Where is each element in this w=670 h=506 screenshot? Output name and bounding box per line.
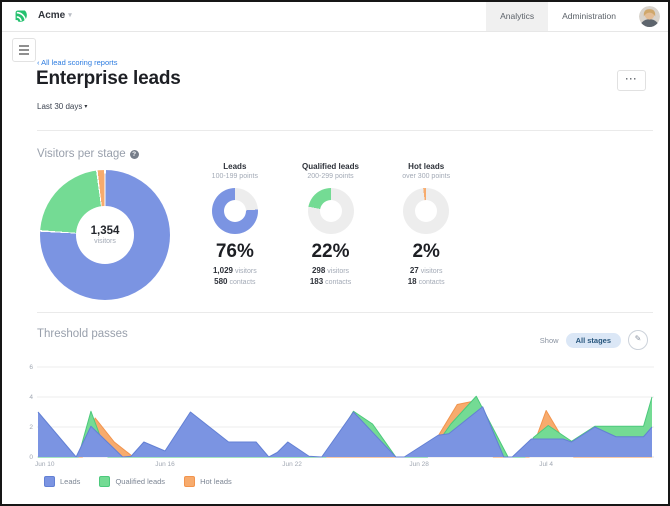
svg-text:Jun 28: Jun 28 — [409, 461, 429, 468]
stage-percent: 2% — [412, 241, 440, 262]
legend-item-hot-leads[interactable]: Hot leads — [184, 476, 232, 487]
visitors-section-title: Visitors per stage? — [37, 148, 139, 160]
stage-visitors: 27 visitors — [409, 266, 443, 275]
svg-text:4: 4 — [29, 394, 33, 401]
show-label: Show — [539, 335, 559, 345]
date-range-dropdown[interactable]: Last 30 days ▾ — [37, 102, 88, 111]
stage-points: 100-199 points — [211, 173, 258, 180]
help-icon[interactable]: ? — [129, 150, 139, 159]
user-avatar[interactable] — [639, 6, 660, 27]
total-visitors-label: visitors — [94, 238, 116, 245]
chart-filter-row: Show All stages ✎ — [540, 330, 648, 350]
tab-administration[interactable]: Administration — [562, 11, 616, 21]
qualified-leads-swatch-icon — [99, 476, 111, 487]
tab-analytics[interactable]: Analytics — [486, 2, 549, 31]
sidebar-menu-button[interactable] — [12, 38, 36, 62]
svg-text:Jul 4: Jul 4 — [539, 461, 553, 468]
stage-leads: Leads 100-199 points 76% 1,029 visitors … — [187, 162, 283, 286]
svg-text:Jun 16: Jun 16 — [155, 461, 175, 468]
hot-leads-swatch-icon — [184, 476, 196, 487]
legend-label: Hot leads — [200, 477, 232, 486]
chevron-down-icon: ▾ — [84, 104, 88, 110]
page-title: Enterprise leads — [36, 68, 181, 89]
stage-donut — [307, 188, 354, 234]
stage-contacts: 18 contacts — [407, 277, 445, 286]
stage-hot-leads: Hot leads over 300 points 2% 27 visitors… — [378, 162, 474, 286]
stage-donut — [403, 188, 450, 234]
edit-pencil-button[interactable]: ✎ — [628, 330, 648, 350]
svg-text:Jun 10: Jun 10 — [35, 461, 55, 468]
stage-visitors: 1,029 visitors — [212, 266, 257, 275]
chevron-down-icon: ▾ — [68, 12, 72, 19]
avatar-image — [639, 6, 660, 27]
threshold-area-chart: 0 2 4 6 Jun 10 Jun 16 Jun 22 Jun 28 Jul 4 — [29, 364, 654, 468]
svg-text:6: 6 — [29, 364, 33, 371]
total-visitors-value: 1,354 — [90, 225, 120, 237]
stage-points: 200-299 points — [307, 173, 354, 180]
legend-label: Leads — [60, 477, 81, 486]
divider — [37, 312, 653, 313]
brand-logo-icon — [15, 10, 27, 23]
stage-points: over 300 points — [402, 173, 451, 180]
stage-stats: Leads 100-199 points 76% 1,029 visitors … — [187, 162, 474, 286]
svg-text:Jun 22: Jun 22 — [282, 461, 302, 468]
visitors-donut-chart: 1,354 visitors — [40, 170, 170, 300]
stage-name: Hot leads — [408, 162, 445, 171]
org-switcher[interactable]: Acme ▾ — [38, 10, 72, 21]
leads-swatch-icon — [44, 476, 55, 487]
legend-item-qualified-leads[interactable]: Qualified leads — [99, 476, 165, 487]
stage-percent: 22% — [311, 241, 350, 262]
stage-filter-pill[interactable]: All stages — [565, 332, 621, 348]
top-nav: Analytics Administration — [486, 2, 660, 31]
stage-donut — [211, 188, 258, 234]
stage-name: Qualified leads — [302, 162, 359, 171]
legend-item-leads[interactable]: Leads — [44, 476, 80, 487]
divider — [37, 130, 653, 131]
chart-legend: Leads Qualified leads Hot leads — [44, 476, 232, 487]
svg-text:0: 0 — [29, 454, 33, 461]
stage-percent: 76% — [215, 241, 254, 262]
svg-text:2: 2 — [29, 424, 33, 431]
hamburger-icon — [19, 45, 29, 47]
stage-contacts: 183 contacts — [309, 277, 352, 286]
threshold-section-title: Threshold passes — [37, 328, 128, 340]
legend-label: Qualified leads — [115, 477, 166, 486]
stage-qualified-leads: Qualified leads 200-299 points 22% 298 v… — [283, 162, 379, 286]
stage-name: Leads — [223, 162, 247, 171]
breadcrumb-back-link[interactable]: ‹ All lead scoring reports — [37, 58, 118, 67]
more-options-button[interactable]: ··· — [617, 70, 646, 91]
top-bar: Acme ▾ Analytics Administration — [2, 2, 668, 32]
stage-contacts: 580 contacts — [214, 277, 256, 286]
stage-visitors: 298 visitors — [311, 266, 350, 275]
